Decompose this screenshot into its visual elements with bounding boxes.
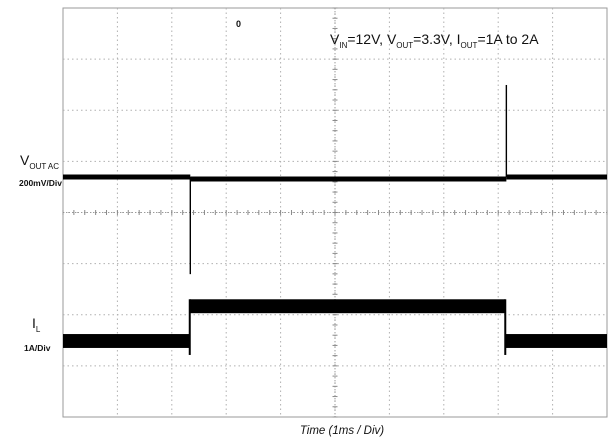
vout-scale-label: 200mV/Div xyxy=(19,178,62,188)
vout-ac-label: VOUT AC xyxy=(20,152,59,171)
x-axis-label: Time (1ms / Div) xyxy=(300,425,384,437)
inductor-current-band xyxy=(505,334,607,348)
traces xyxy=(63,84,607,355)
grid xyxy=(62,7,608,418)
il-label: IL xyxy=(32,315,41,334)
vout-trace xyxy=(63,174,191,180)
vout-trace xyxy=(190,176,507,182)
test-conditions: VIN=12V, VOUT=3.3V, IOUT=1A to 2A xyxy=(330,31,539,50)
annotation-marker: 0 xyxy=(236,19,241,29)
il-scale-label: 1A/Div xyxy=(24,343,51,353)
inductor-current-band xyxy=(63,334,190,348)
inductor-current-band xyxy=(189,299,506,314)
vout-trace xyxy=(506,174,607,180)
